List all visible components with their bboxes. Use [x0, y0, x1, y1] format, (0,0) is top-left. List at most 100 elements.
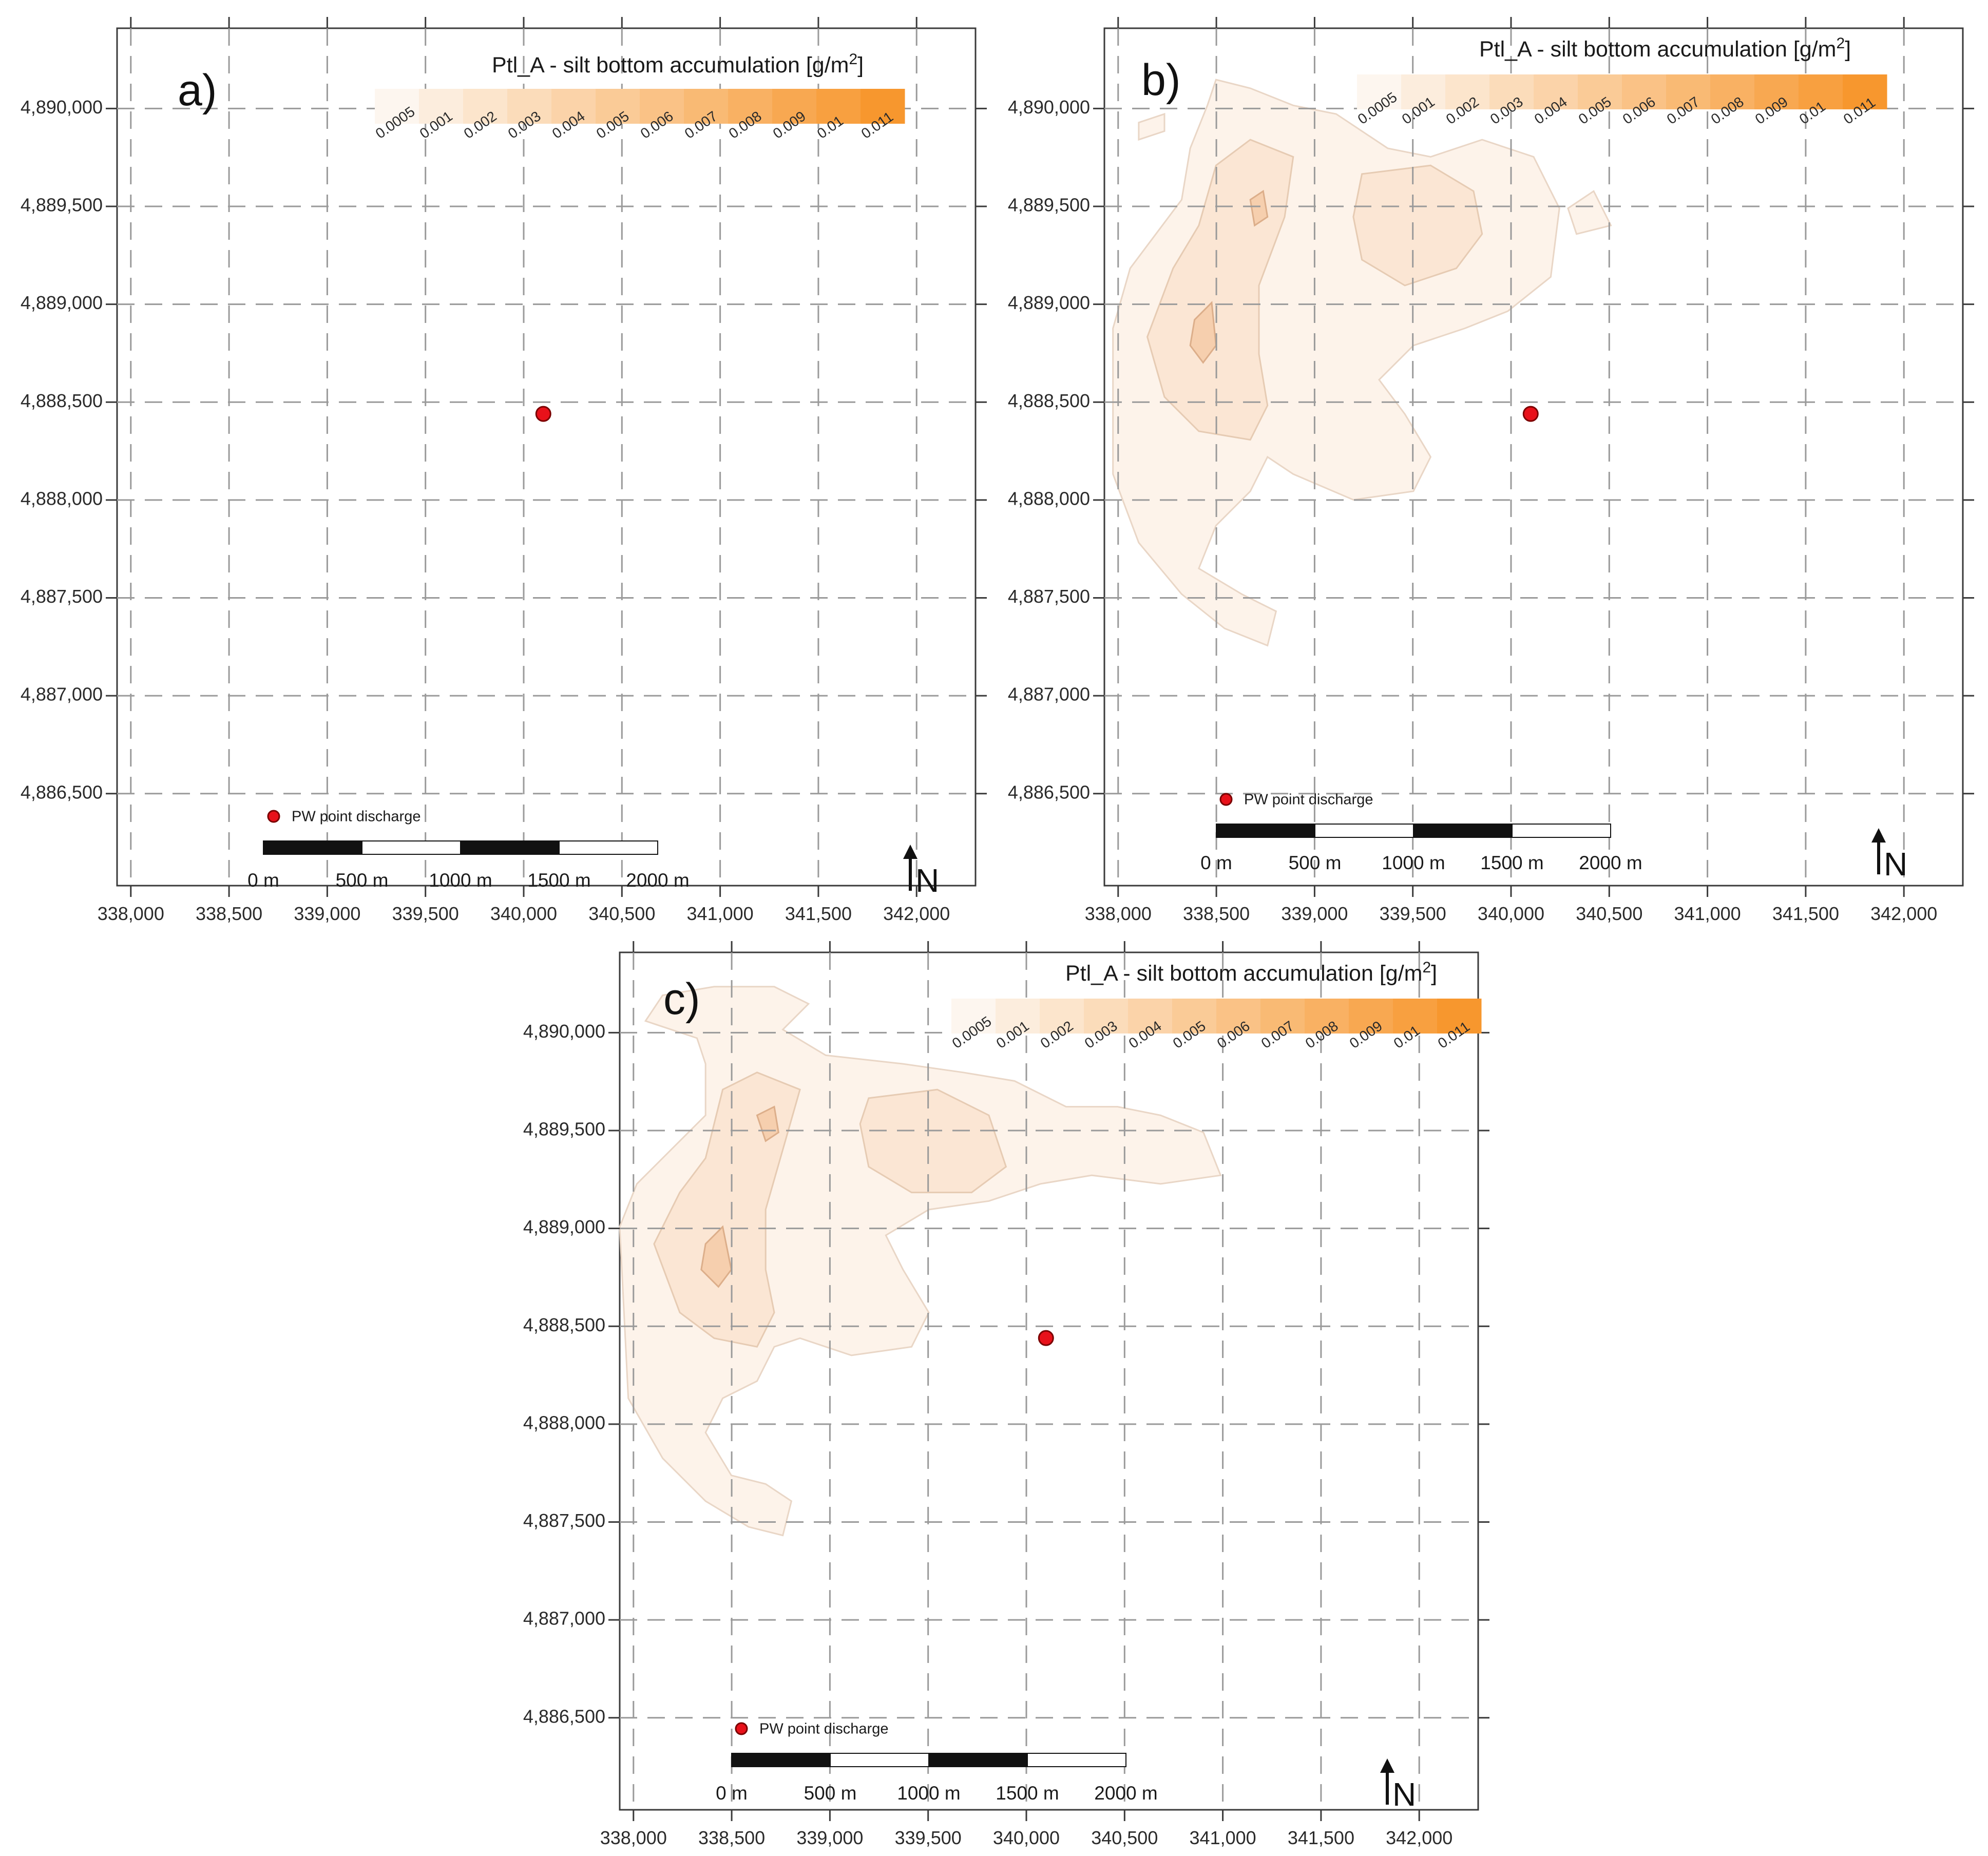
- legend-title-superscript: 2: [1422, 959, 1431, 976]
- scale-bar-label: 1500 m: [527, 870, 590, 891]
- pw-legend-marker: [267, 810, 280, 823]
- y-tick-label: 4,889,000: [21, 292, 103, 313]
- graticule: 338,000 338,500 339,000 339,500 340,000 340,5…: [1008, 17, 1974, 924]
- scale-bar-segment: [559, 840, 658, 855]
- plume-contour-4: [1352, 164, 1483, 286]
- legend-swatch: [816, 89, 861, 124]
- x-tick-label: 338,500: [196, 903, 262, 924]
- y-tick-label: 4,888,500: [21, 390, 103, 411]
- y-tick-label: 4,887,000: [1008, 684, 1090, 705]
- x-tick-label: 338,000: [600, 1827, 667, 1848]
- legend-swatch: [772, 89, 817, 124]
- scale-bar-label: 0 m: [716, 1783, 748, 1804]
- y-tick-label: 4,890,000: [1008, 97, 1090, 118]
- y-tick-label: 4,886,500: [523, 1706, 605, 1727]
- scale-bar-segment: [1216, 824, 1315, 838]
- legend-swatch: [1357, 74, 1402, 109]
- panel-label: b): [1141, 55, 1180, 105]
- y-tick-label: 4,888,000: [523, 1412, 605, 1433]
- y-tick-label: 4,889,000: [523, 1216, 605, 1237]
- x-tick-label: 340,000: [490, 903, 557, 924]
- scale-bar-label: 1000 m: [1382, 852, 1445, 873]
- scale-bar-label: 1500 m: [996, 1783, 1059, 1804]
- north-arrow-label: N: [915, 862, 939, 899]
- legend-swatch: [996, 999, 1040, 1034]
- x-tick-label: 341,000: [1190, 1827, 1256, 1848]
- y-tick-label: 4,887,000: [21, 684, 103, 705]
- scale-bar: 0 m 500 m 1000 m 1500 m 2000 m: [247, 840, 690, 891]
- scale-bar-label: 2000 m: [1094, 1783, 1157, 1804]
- legend-swatch: [375, 89, 419, 124]
- x-tick-label: 341,500: [1288, 1827, 1354, 1848]
- legend-swatch: [1040, 999, 1084, 1034]
- north-arrow-icon: [903, 845, 917, 859]
- legend-swatch: [1437, 999, 1482, 1034]
- x-tick-label: 338,000: [98, 903, 164, 924]
- plume-contour-3: [700, 1225, 733, 1288]
- legend-swatch: [1754, 74, 1799, 109]
- map-panel-c: 338,000 338,500 339,000 339,500 340,000 340,5…: [523, 941, 1489, 1848]
- legend-swatch: [596, 89, 640, 124]
- legend-swatch: [1445, 74, 1490, 109]
- legend-swatch: [1843, 74, 1887, 109]
- legend-title-close: ]: [857, 53, 864, 78]
- pw-legend-marker: [735, 1722, 748, 1735]
- map-panel-a: 338,000 338,500 339,000 339,500 340,000 340,5…: [21, 17, 987, 924]
- scale-bar-label: 0 m: [247, 870, 279, 891]
- legend-swatch: [684, 89, 729, 124]
- legend-swatch: [1216, 999, 1261, 1034]
- x-tick-label: 341,500: [785, 903, 852, 924]
- pw-discharge-point: [535, 406, 551, 422]
- y-tick-label: 4,886,500: [21, 781, 103, 802]
- legend-swatch: [1172, 999, 1217, 1034]
- scale-bar-segment: [1027, 1753, 1126, 1767]
- legend-swatch: [463, 89, 508, 124]
- legend-title-main: Ptl_A - silt bottom accumulation [g/m: [1065, 961, 1422, 986]
- scale-bar-segment: [263, 840, 362, 855]
- legend-swatch: [1622, 74, 1667, 109]
- scale-bar-segment: [830, 1753, 929, 1767]
- scale-bar-label: 500 m: [804, 1783, 857, 1804]
- north-arrow-label: N: [1392, 1776, 1416, 1813]
- y-tick-label: 4,889,000: [1008, 292, 1090, 313]
- plume-contour-5: [1189, 301, 1217, 364]
- scale-bar-label: 0 m: [1200, 852, 1232, 873]
- plume-contour-4: [756, 1105, 779, 1142]
- scale-bar-segment: [1512, 824, 1611, 838]
- pw-legend-label: PW point discharge: [759, 1721, 888, 1737]
- x-tick-label: 340,500: [1091, 1827, 1158, 1848]
- scale-bar: 0 m 500 m 1000 m 1500 m 2000 m: [716, 1753, 1158, 1804]
- legend-swatch: [551, 89, 596, 124]
- x-tick-label: 338,500: [698, 1827, 765, 1848]
- x-tick-label: 339,000: [796, 1827, 863, 1848]
- x-tick-label: 341,000: [687, 903, 754, 924]
- legend-swatch: [1401, 74, 1446, 109]
- y-tick-label: 4,888,500: [523, 1314, 605, 1335]
- legend-swatch: [419, 89, 464, 124]
- legend-swatch: [1128, 999, 1173, 1034]
- x-tick-label: 340,000: [1478, 903, 1544, 924]
- scale-bar-label: 500 m: [1289, 852, 1342, 873]
- legend-title-superscript: 2: [1836, 35, 1845, 52]
- north-arrow: N: [1380, 1758, 1416, 1813]
- x-tick-label: 339,500: [895, 1827, 962, 1848]
- scale-bar-label: 1500 m: [1480, 852, 1543, 873]
- legend-swatch: [1578, 74, 1622, 109]
- pw-discharge-point: [1522, 406, 1539, 422]
- legend-swatch: [951, 999, 996, 1034]
- legend-title-close: ]: [1845, 37, 1851, 62]
- y-tick-label: 4,887,500: [21, 586, 103, 607]
- scale-bar: 0 m 500 m 1000 m 1500 m 2000 m: [1200, 824, 1642, 873]
- x-tick-label: 339,500: [392, 903, 459, 924]
- north-arrow-label: N: [1884, 846, 1907, 883]
- scale-bar-segment: [1413, 824, 1513, 838]
- scale-bar-label: 2000 m: [1579, 852, 1642, 873]
- y-tick-label: 4,889,500: [523, 1118, 605, 1139]
- x-tick-label: 338,000: [1085, 903, 1152, 924]
- x-tick-label: 340,500: [588, 903, 655, 924]
- legend-swatch: [1349, 999, 1393, 1034]
- legend-swatch: [1666, 74, 1711, 109]
- north-arrow-icon: [1380, 1758, 1394, 1773]
- y-tick-label: 4,888,000: [21, 488, 103, 509]
- plume-contour-1: [1567, 190, 1612, 235]
